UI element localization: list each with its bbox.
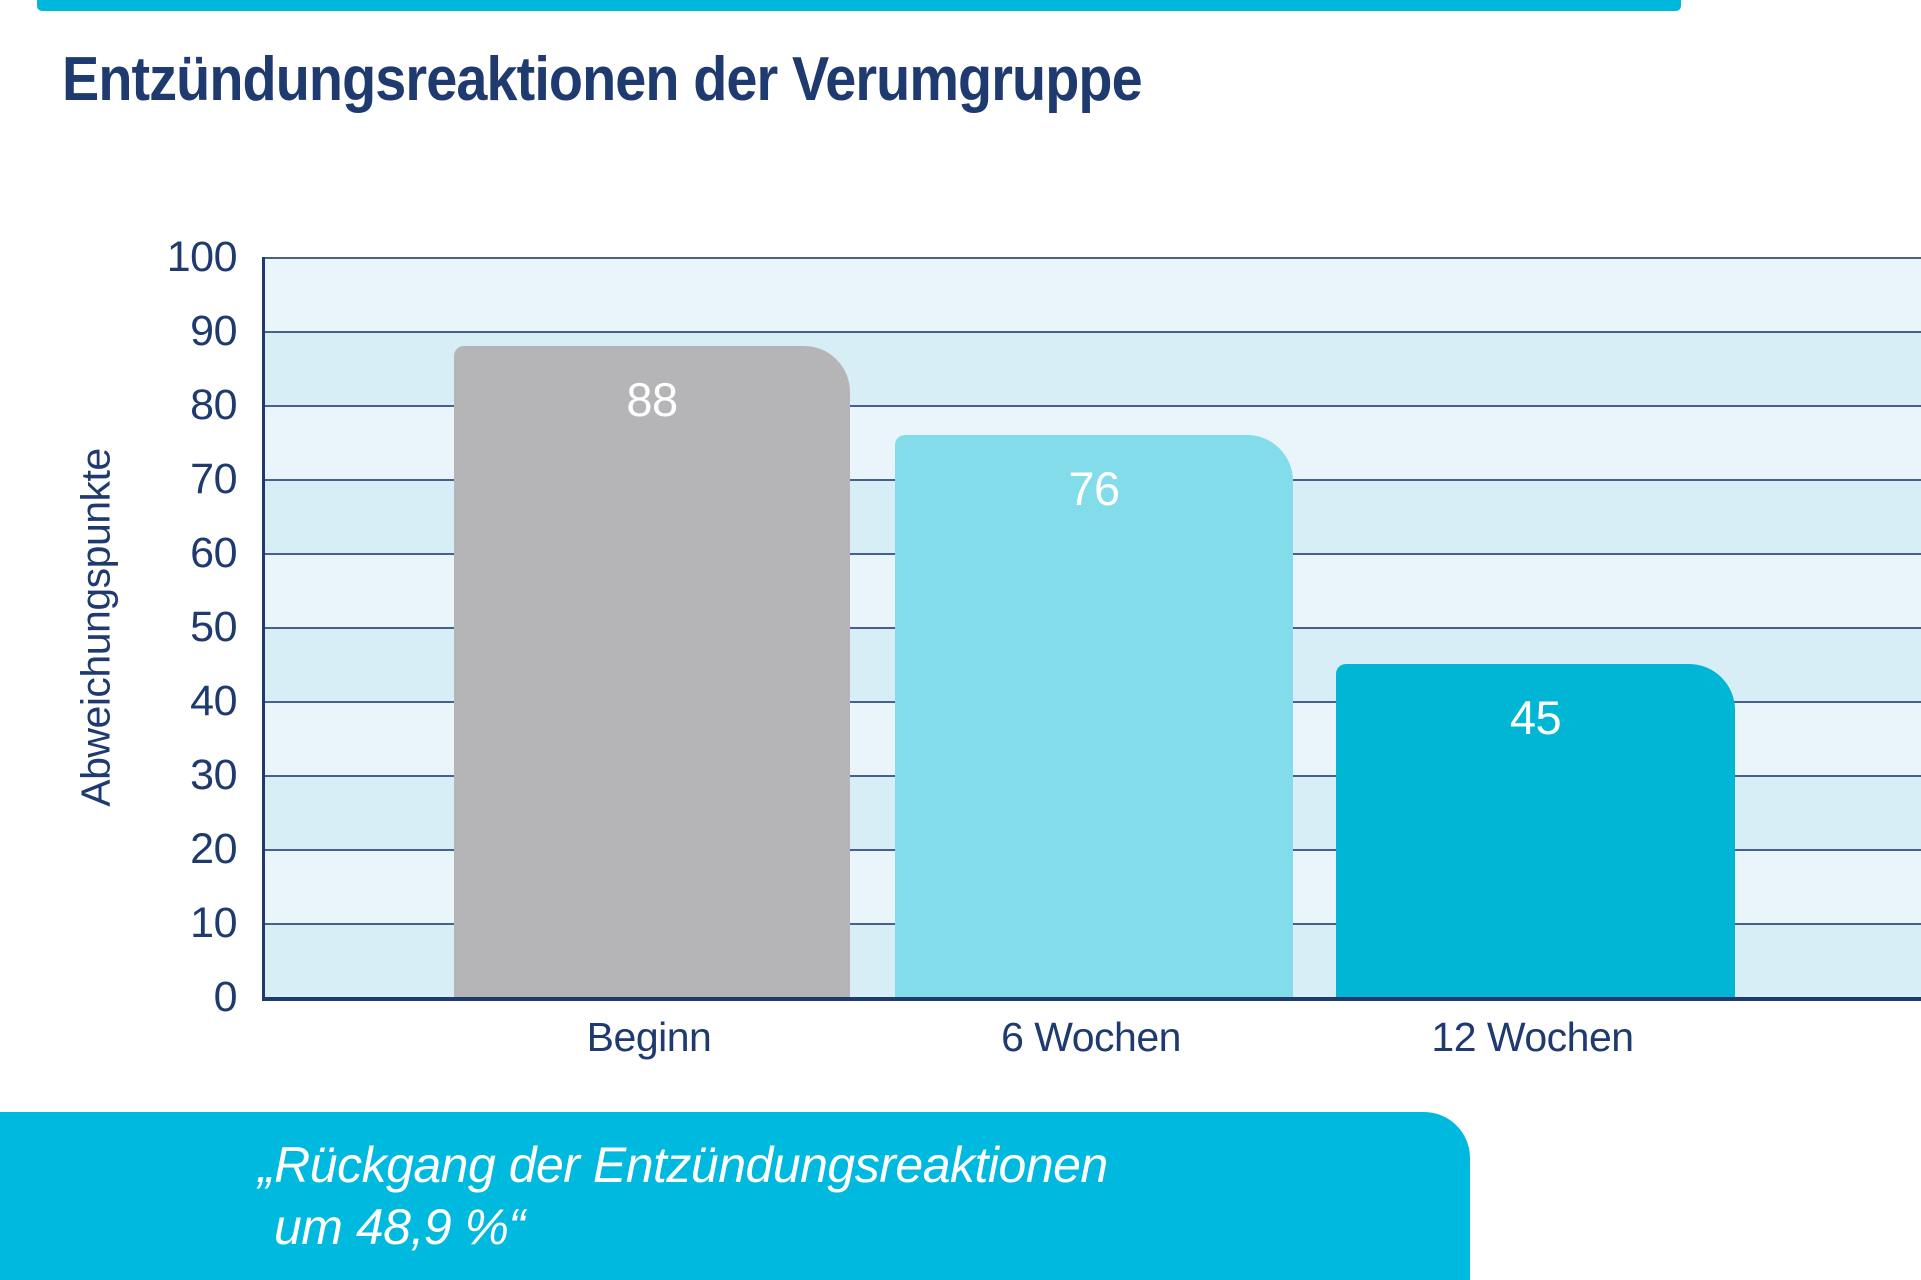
bar-value-label: 88 — [626, 373, 678, 426]
bar-value-label: 45 — [1509, 691, 1562, 744]
bar-beginn: 88 — [454, 346, 850, 997]
bar-value-label: 76 — [1068, 462, 1120, 515]
y-tick-label: 20 — [190, 825, 237, 873]
y-tick-label: 100 — [166, 233, 238, 281]
bar-12-wochen: 45 — [1336, 664, 1735, 997]
x-tick-label-12-wochen: 12 Wochen — [1431, 1014, 1634, 1060]
quote-line-1: „Rückgang der Entzündungsreaktionen — [258, 1137, 1108, 1193]
y-tick-label: 50 — [190, 603, 237, 651]
plot-area: 88 76 45 — [262, 257, 1921, 1001]
page-title: Entzündungsreaktionen der Verumgruppe — [62, 45, 1143, 114]
y-tick-label: 30 — [190, 751, 237, 799]
y-tick-label: 60 — [190, 529, 237, 577]
quote-line-2: um 48,9 %“ — [274, 1199, 525, 1255]
x-tick-label-6-wochen: 6 Wochen — [1001, 1014, 1181, 1060]
y-tick-label: 10 — [190, 899, 237, 947]
y-tick-label: 0 — [213, 973, 238, 1021]
y-axis-ticks: 100 90 80 70 60 50 40 30 20 10 0 — [60, 233, 238, 1021]
top-accent-bar — [37, 0, 1681, 11]
bar-6-wochen: 76 — [895, 435, 1293, 997]
x-tick-label-beginn: Beginn — [586, 1014, 712, 1060]
y-tick-label: 80 — [190, 381, 237, 429]
quote-banner: „Rückgang der Entzündungsreaktionen um 4… — [0, 1112, 1470, 1280]
y-tick-label: 70 — [190, 455, 237, 503]
y-tick-label: 90 — [190, 307, 237, 355]
grid-band — [265, 257, 1921, 331]
y-tick-label: 40 — [190, 677, 237, 725]
